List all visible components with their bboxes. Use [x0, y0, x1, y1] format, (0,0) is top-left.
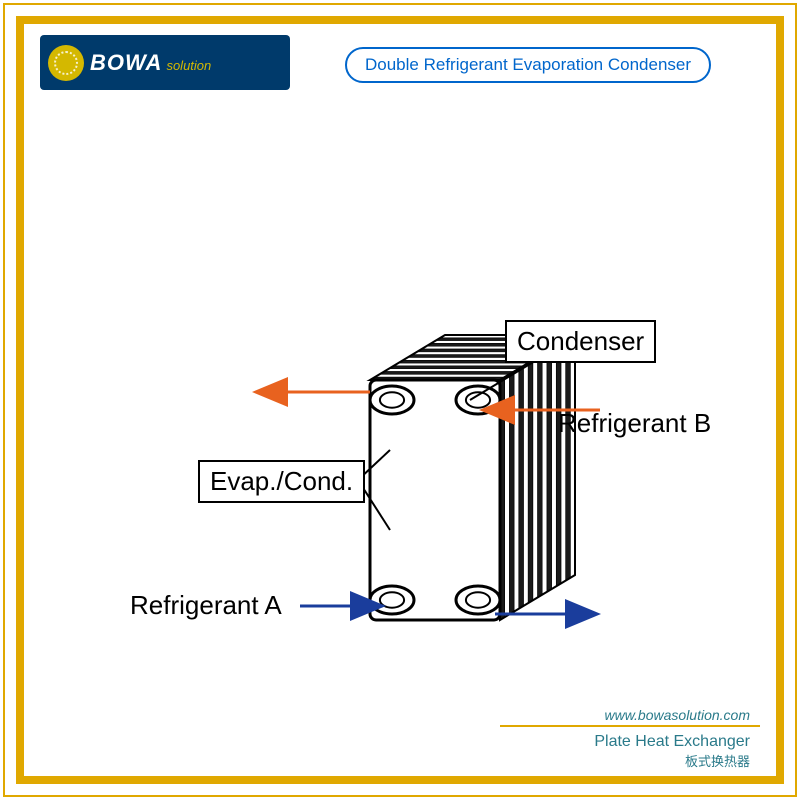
- product-title: Double Refrigerant Evaporation Condenser: [345, 47, 711, 83]
- logo: BOWA solution: [40, 35, 290, 90]
- product-name-cn: 板式换热器: [500, 751, 760, 770]
- refrigerant-b-label: Refrigerant B: [558, 408, 711, 439]
- header: BOWA solution Double Refrigerant Evapora…: [40, 35, 760, 105]
- heat-exchanger-body: [370, 335, 575, 620]
- evap-cond-label: Evap./Cond.: [198, 460, 365, 503]
- logo-gear-icon: [48, 45, 84, 81]
- footer: www.bowasolution.com Plate Heat Exchange…: [500, 707, 760, 770]
- product-name-en: Plate Heat Exchanger: [500, 733, 760, 751]
- logo-text: BOWA solution: [90, 50, 211, 76]
- logo-brand: BOWA: [90, 50, 162, 76]
- logo-sub: solution: [166, 58, 211, 73]
- footer-divider: [500, 725, 760, 727]
- diagram: Condenser Evap./Cond. Refrigerant A Refr…: [40, 160, 760, 680]
- website-url: www.bowasolution.com: [500, 707, 760, 723]
- heat-exchanger-svg: [40, 160, 760, 720]
- condenser-label: Condenser: [505, 320, 656, 363]
- refrigerant-a-label: Refrigerant A: [130, 590, 282, 621]
